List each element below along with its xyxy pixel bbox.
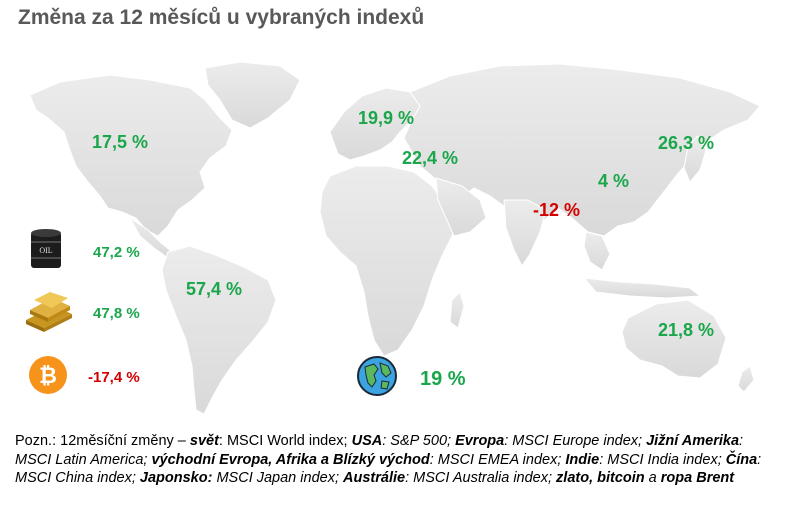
note-europe-desc: : MSCI Europe index; — [504, 433, 647, 449]
note-emea-term: východní Evropa, Afrika a Blízký východ — [151, 451, 430, 468]
latin-america-change-label: 57,4 % — [186, 279, 243, 299]
africa-shape — [319, 165, 461, 357]
note-world-desc: : MSCI World index; — [218, 433, 352, 449]
note-japan-desc: MSCI Japan index; — [212, 470, 344, 486]
world-change-label: 19 % — [420, 368, 466, 390]
oil-barrel-icon: OIL — [31, 229, 61, 268]
emea-change-label: 22,4 % — [402, 148, 459, 168]
note-usa-desc: : S&P 500; — [382, 433, 456, 449]
oil-change-label: 47,2 % — [93, 244, 140, 261]
svg-text:₿: ₿ — [39, 363, 57, 388]
oil-barrel-text: OIL — [39, 246, 52, 255]
note-australia-desc: : MSCI Australia index; — [405, 470, 557, 486]
southeast-asia-shape — [583, 231, 611, 271]
footnote: Pozn.: 12měsíční změny – svět: MSCI Worl… — [15, 432, 780, 488]
south-america-shape — [161, 245, 277, 415]
note-latam-desc: : MSCI Latin America; — [15, 433, 744, 468]
australia-change-label: 21,8 % — [658, 320, 715, 340]
note-china-term: Čína — [725, 451, 758, 468]
europe-change-label: 19,9 % — [358, 108, 415, 128]
gold-change-label: 47,8 % — [93, 305, 140, 322]
japan-change-label: 26,3 % — [658, 133, 715, 153]
arabia-shape — [435, 177, 487, 237]
globe-icon — [357, 356, 397, 396]
note-australia-term: Austrálie — [343, 470, 406, 486]
note-india-term: Indie — [565, 451, 600, 468]
note-world-term: svět — [189, 433, 219, 449]
note-and-word: a — [644, 470, 661, 486]
gold-bars-icon — [26, 292, 72, 332]
europe-shape — [329, 87, 421, 161]
japan-shape — [683, 135, 707, 183]
bitcoin-change-label: -17,4 % — [88, 369, 140, 386]
madagascar-shape — [449, 291, 465, 329]
note-usa-term: USA — [351, 433, 383, 449]
india-shape — [503, 199, 547, 267]
india-change-label: -12 % — [533, 200, 581, 220]
note-europe-term: Evropa — [455, 433, 505, 449]
note-commodities-term: zlato, bitcoin — [556, 470, 645, 486]
note-india-desc: : MSCI India index; — [599, 451, 726, 468]
greenland-shape — [204, 61, 301, 129]
new-zealand-shape — [737, 365, 755, 393]
note-intro: Pozn.: 12měsíční změny – — [15, 433, 190, 449]
page-title: Změna za 12 měsíců u vybraných indexů — [18, 6, 425, 29]
australia-shape — [621, 299, 727, 379]
indonesia-shape — [582, 277, 702, 299]
note-latam-term: Jižní Amerika — [646, 433, 740, 449]
china-change-label: 4 % — [598, 171, 630, 191]
note-emea-desc: : MSCI EMEA index; — [429, 451, 566, 468]
bitcoin-icon: ₿ — [29, 356, 67, 394]
usa-change-label: 17,5 % — [92, 132, 149, 152]
note-china-desc: : MSCI China index; — [15, 451, 762, 487]
note-brent-term: ropa Brent — [660, 470, 735, 486]
north-america-shape — [29, 74, 233, 237]
note-japan-term: Japonsko: — [139, 470, 213, 486]
